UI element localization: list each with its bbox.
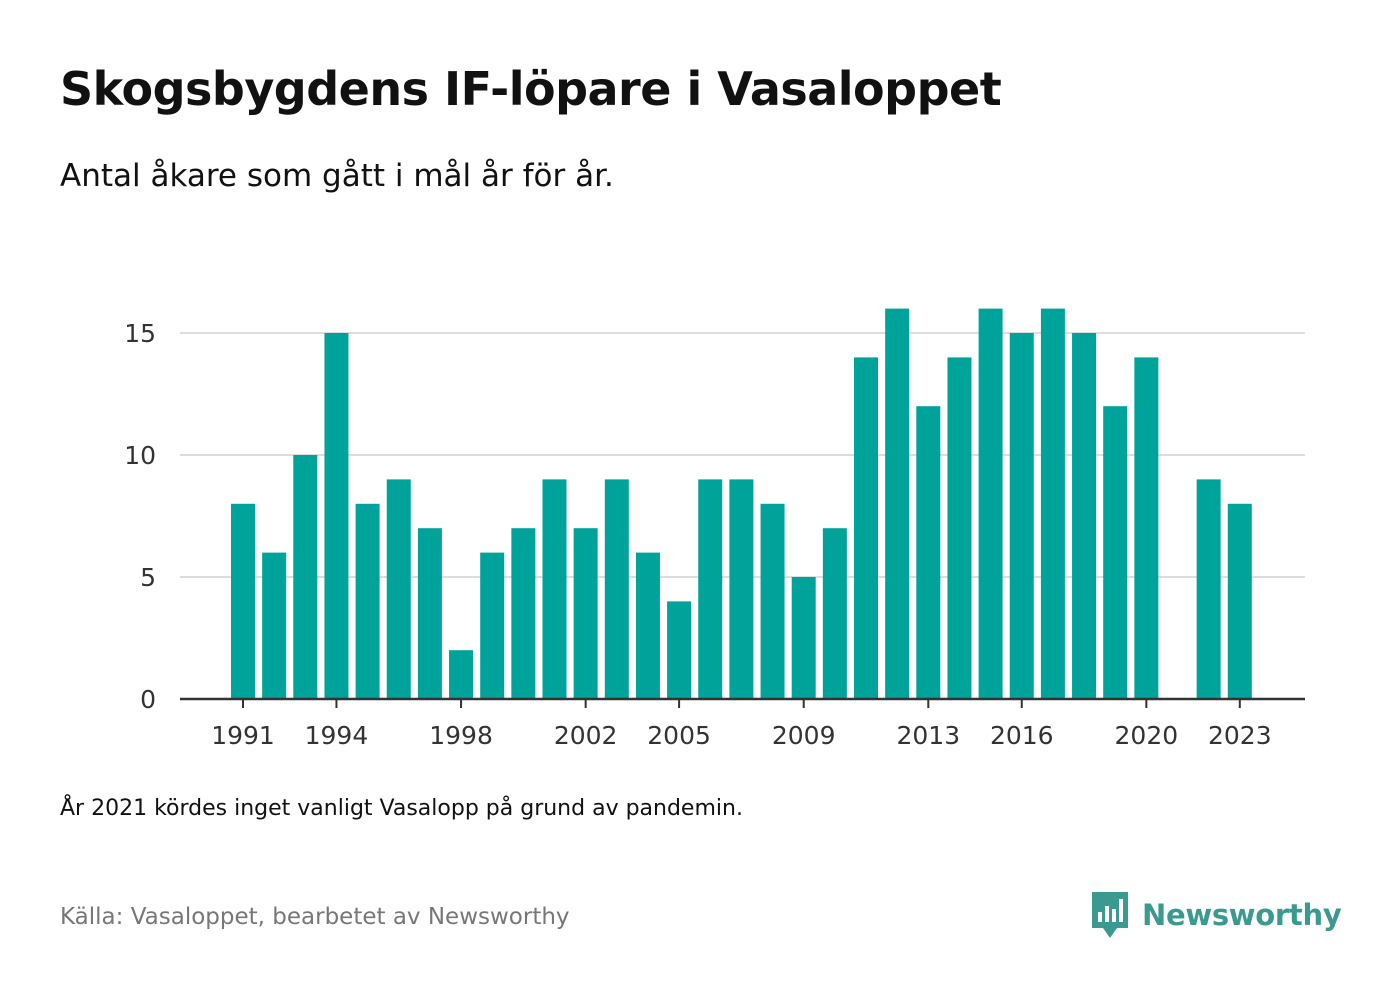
bar-2016 [1009, 333, 1034, 699]
bars [231, 308, 1252, 699]
bar-1998 [449, 650, 474, 699]
bar-2013 [916, 406, 941, 699]
bar-2006 [698, 479, 723, 699]
newsworthy-brand: Newsworthy [1090, 890, 1342, 940]
bar-2009 [791, 577, 816, 699]
bar-1996 [386, 479, 411, 699]
brand-name: Newsworthy [1142, 898, 1342, 932]
bar-2003 [604, 479, 629, 699]
source-credit: Källa: Vasaloppet, bearbetet av Newswort… [60, 904, 570, 930]
bar-1997 [417, 528, 442, 699]
bar-2005 [667, 601, 692, 699]
x-tick-label: 1998 [429, 721, 493, 750]
bar-2017 [1040, 308, 1065, 699]
x-tick-label: 2023 [1208, 721, 1272, 750]
bar-2020 [1134, 357, 1159, 699]
x-tick-labels: 1991 1994 1998 2002 2005 2009 2013 2016 2020 2023 [211, 721, 1271, 750]
bar-2008 [760, 503, 785, 699]
x-tick-label: 1994 [305, 721, 369, 750]
bar-2007 [729, 479, 754, 699]
bar-2002 [573, 528, 598, 699]
chart-title: Skogsbygdens IF-löpare i Vasaloppet [60, 62, 1002, 116]
bar-2015 [978, 308, 1003, 699]
bar-2010 [822, 528, 847, 699]
x-tick-label: 1991 [211, 721, 275, 750]
newsworthy-logo-icon [1092, 892, 1128, 938]
chart-subtitle: Antal åkare som gått i mål år för år. [60, 158, 614, 194]
bar-1991 [231, 503, 255, 699]
bar-2014 [947, 357, 972, 699]
bar-2018 [1072, 333, 1097, 699]
bar-2004 [635, 552, 660, 699]
bar-2001 [542, 479, 567, 699]
x-axis [180, 697, 1305, 708]
x-tick-label: 2009 [772, 721, 836, 750]
x-tick-label: 2002 [554, 721, 618, 750]
bar-2012 [885, 308, 910, 699]
y-tick-label: 10 [124, 441, 156, 470]
x-tick-label: 2020 [1115, 721, 1179, 750]
footnote: År 2021 kördes inget vanligt Vasalopp på… [60, 796, 743, 821]
x-tick-label: 2016 [990, 721, 1054, 750]
x-tick-label: 2005 [647, 721, 711, 750]
bar-2011 [854, 357, 878, 699]
bar-chart: 0 5 10 15 1991 1994 1998 2002 2005 2009 2013 2016 2… [124, 308, 1305, 750]
bar-2023 [1227, 503, 1252, 699]
bar-2022 [1196, 479, 1221, 699]
y-tick-label: 0 [140, 685, 156, 714]
bar-1992 [262, 552, 287, 699]
y-tick-label: 15 [124, 319, 156, 348]
bar-1993 [293, 455, 318, 699]
bar-2019 [1103, 406, 1128, 699]
y-tick-label: 5 [140, 563, 156, 592]
bar-1995 [355, 503, 380, 699]
y-tick-labels: 0 5 10 15 [124, 319, 156, 714]
bar-2000 [511, 528, 536, 699]
x-tick-label: 2013 [896, 721, 960, 750]
bar-1994 [324, 333, 349, 699]
bar-1999 [480, 552, 505, 699]
